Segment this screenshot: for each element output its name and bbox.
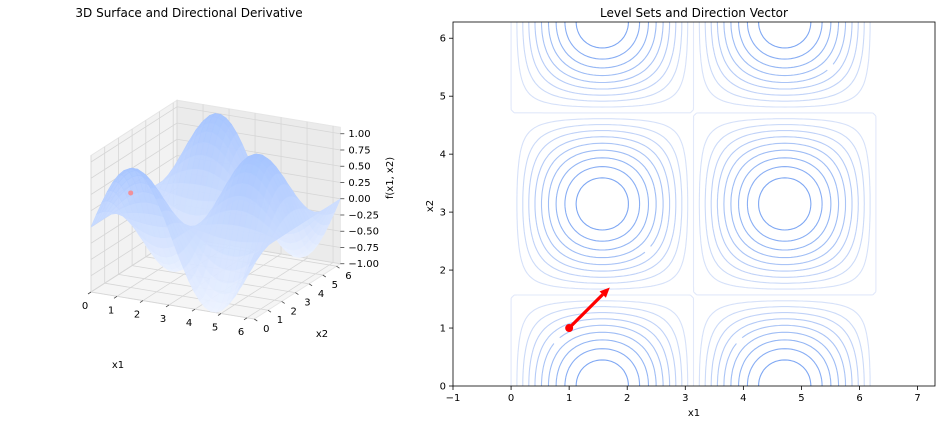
surface-ytick-label: 0	[263, 324, 269, 335]
contour-frame	[452, 21, 936, 387]
grid-line	[90, 291, 255, 320]
surface-ticks: 0 1 2 3 4 5 6 0123456−1.00−0.75−0.50−0.250.000.…	[82, 129, 379, 338]
contour-ytick-label: 0	[440, 382, 446, 393]
contour-xtick-label: 3	[682, 393, 688, 404]
contour-lines	[510, 22, 877, 386]
contour-level	[564, 22, 823, 386]
contour-xtick-label: 6	[856, 393, 862, 404]
contour-level	[534, 22, 853, 386]
contour-level	[522, 22, 865, 386]
surface-xtick-label: 0	[82, 301, 88, 312]
surface-xtick-mark	[113, 295, 118, 299]
surface-mesh	[90, 112, 341, 314]
surface-ytick-mark	[281, 301, 285, 304]
surface-ytick-mark	[308, 283, 313, 287]
surface-ztick-label: 0.75	[348, 145, 370, 156]
surface-ytick-label: 2	[290, 306, 296, 317]
contour-ylabel: x2	[425, 200, 436, 212]
contour-panel: Level Sets and Direction Vector −1 0 1 2 3 4 5…	[425, 6, 936, 419]
contour-level	[575, 22, 812, 386]
grid-line	[90, 122, 341, 179]
contour-xtick-label: 5	[798, 393, 804, 404]
surface-ztick-label: 1.00	[348, 129, 370, 140]
surface-xtick-label: 6	[238, 327, 244, 338]
surface-ytick-mark	[336, 265, 340, 269]
contour-level	[540, 22, 847, 386]
contour-xtick-label: 4	[740, 393, 746, 404]
contour-level	[564, 22, 823, 386]
contour-level	[510, 22, 877, 386]
contour-level	[516, 22, 871, 386]
contour-xtick-label: 7	[914, 393, 920, 404]
grid-line	[90, 106, 341, 163]
surface-xtick-label: 2	[134, 310, 140, 321]
contour-xtick-label: −1	[446, 393, 461, 404]
surface-ztick-label: −1.00	[348, 259, 379, 270]
surface-ytick-label: 3	[304, 298, 310, 309]
surface-ytick-label: 5	[332, 280, 338, 291]
grid-line	[104, 282, 269, 311]
contour-level	[540, 22, 847, 386]
surface-ztick-label: 0.50	[348, 162, 370, 173]
surface-xtick-mark	[139, 300, 144, 303]
contour-ytick-label: 1	[440, 324, 446, 335]
surface-xtick-label: 4	[186, 318, 192, 329]
surface-xlabel: x1	[112, 360, 124, 371]
contour-level	[528, 22, 859, 386]
surface-ytick-mark	[322, 274, 327, 278]
surface-ztick-label: −0.50	[348, 227, 379, 238]
surface-xtick-label: 3	[160, 314, 166, 325]
contour-level	[555, 22, 832, 386]
contour-ytick-label: 2	[440, 266, 446, 277]
surface-title: 3D Surface and Directional Derivative	[75, 6, 302, 20]
surface-patch	[248, 251, 258, 268]
surface-xtick-label: 5	[212, 323, 218, 334]
surface-ztick-label: −0.75	[348, 243, 379, 254]
surface-ylabel: x2	[316, 329, 328, 340]
surface-ztick-label: 0.00	[348, 194, 370, 205]
contour-xtick-label: 2	[624, 393, 630, 404]
contour-xtick-label: 0	[508, 393, 514, 404]
surface-ytick-mark	[295, 292, 299, 295]
contour-ytick-label: 6	[440, 34, 446, 45]
surface-ytick-mark	[267, 309, 272, 313]
surface-ytick-label: 1	[277, 315, 283, 326]
contour-level	[547, 22, 840, 386]
contour-title: Level Sets and Direction Vector	[600, 6, 788, 20]
surface-xtick-mark	[165, 304, 170, 308]
contour-level	[528, 22, 859, 386]
contour-level	[575, 22, 812, 386]
contour-level	[522, 22, 865, 386]
contour-level	[555, 22, 832, 386]
contour-level	[534, 22, 853, 386]
surface-ytick-mark	[254, 318, 258, 322]
contour-ytick-label: 3	[440, 208, 446, 219]
surface-xtick-mark	[191, 308, 196, 312]
direction-arrow-head	[599, 287, 610, 298]
surface-xtick-mark	[87, 291, 92, 295]
contour-level	[516, 22, 871, 386]
surface-xtick-label: 1	[108, 305, 114, 316]
surface-ztick-label: 0.25	[348, 178, 370, 189]
surface-ytick-label: 6	[345, 271, 351, 282]
contour-ytick-label: 4	[440, 150, 446, 161]
surface-zlabel: f(x1, x2)	[385, 157, 396, 199]
surface-xtick-mark	[243, 317, 248, 321]
surface-ytick-label: 4	[318, 289, 324, 300]
surface-point	[128, 190, 134, 196]
surface-ztick-label: −0.25	[348, 210, 379, 221]
contour-ytick-label: 5	[440, 92, 446, 103]
direction-arrow-shaft	[568, 293, 604, 330]
direction-vector	[565, 287, 610, 333]
contour-xlabel: x1	[688, 408, 700, 419]
surface-xtick-mark	[217, 313, 222, 316]
contour-point	[565, 324, 574, 333]
contour-xtick-label: 1	[566, 393, 572, 404]
contour-level	[547, 22, 840, 386]
